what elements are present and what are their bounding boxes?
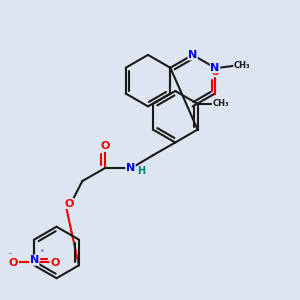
- Text: N: N: [30, 255, 39, 265]
- Text: CH₃: CH₃: [212, 99, 229, 108]
- Text: CH₃: CH₃: [234, 61, 250, 70]
- Text: H: H: [137, 166, 146, 176]
- Text: ⁺: ⁺: [39, 248, 44, 257]
- Text: O: O: [50, 258, 59, 268]
- Text: N: N: [126, 163, 135, 173]
- Text: O: O: [100, 141, 110, 151]
- Text: ⁻: ⁻: [8, 250, 12, 259]
- Text: O: O: [9, 258, 18, 268]
- Text: O: O: [65, 199, 74, 208]
- Text: O: O: [210, 67, 220, 76]
- Text: N: N: [188, 50, 197, 60]
- Text: N: N: [210, 63, 220, 73]
